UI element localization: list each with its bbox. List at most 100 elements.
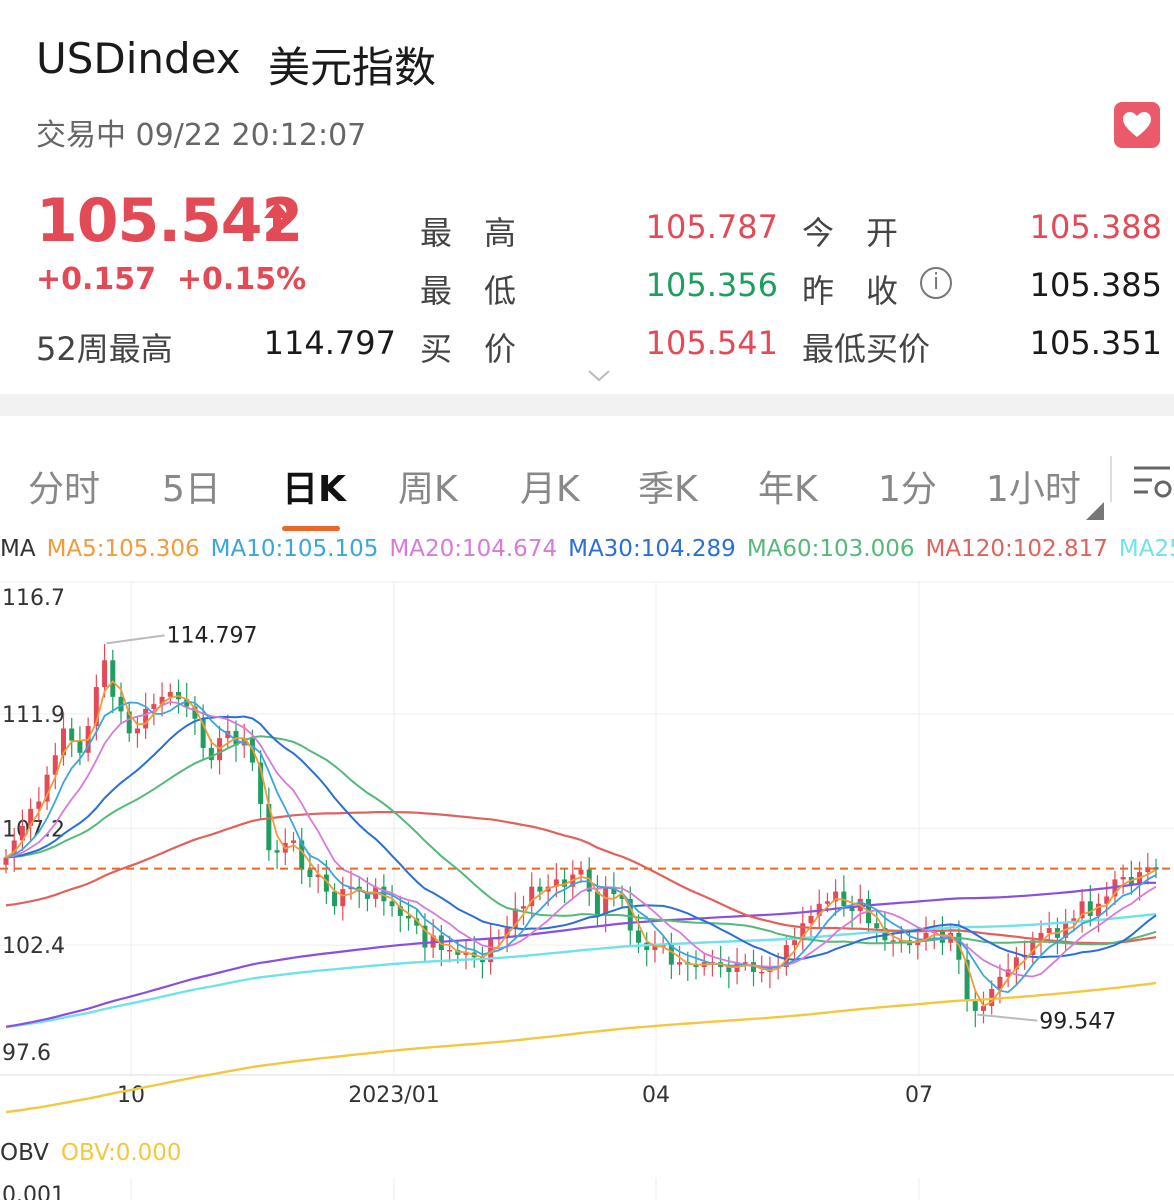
candle-body-18 (151, 704, 157, 709)
favorite-button[interactable] (1114, 102, 1160, 148)
info-icon[interactable]: i (920, 267, 952, 299)
candle-body-62 (512, 908, 518, 929)
candle-body-67 (553, 879, 559, 887)
chart-settings-icon[interactable] (1130, 462, 1174, 502)
candle-body-24 (200, 718, 206, 748)
candle-body-120 (989, 988, 995, 1007)
ma-legend: MA MA5:105.306 MA10:105.105 MA20:104.674 MA3… (0, 536, 1174, 562)
ma-legend-item-3: MA30:104.289 (568, 536, 736, 562)
tab-4[interactable]: 月K (520, 469, 580, 510)
ma60-line (5, 735, 1157, 946)
candle-body-125 (1030, 940, 1036, 955)
candle-body-103 (849, 906, 855, 912)
prev-close-value: 105.385 (1029, 266, 1162, 304)
candle-body-84 (693, 964, 699, 968)
candle-body-23 (192, 706, 198, 719)
candle-body-11 (93, 687, 99, 727)
candle-body-50 (414, 918, 420, 926)
candle-body-92 (759, 971, 765, 974)
candle-body-51 (422, 925, 428, 948)
candle-body-9 (77, 740, 83, 753)
tab-5[interactable]: 季K (638, 469, 698, 510)
tab-separator (1110, 456, 1112, 502)
tab-0[interactable]: 分时 (28, 469, 101, 510)
candle-body-90 (742, 962, 748, 964)
candle-body-98 (808, 915, 814, 924)
candle-body-61 (504, 928, 510, 938)
candle-body-3 (28, 808, 34, 826)
candle-body-31 (258, 762, 264, 804)
candle-body-77 (636, 930, 641, 943)
candle-body-46 (381, 886, 387, 902)
candle-body-127 (1046, 928, 1052, 933)
price-change: +0.157 +0.15% (36, 262, 307, 297)
high-label: 最 高 (420, 214, 517, 252)
heart-icon (1123, 112, 1151, 137)
open-label: 今 开 (802, 214, 899, 252)
chevron-down-icon[interactable] (586, 368, 612, 384)
candle-body-70 (578, 869, 584, 875)
candle-body-39 (323, 874, 329, 892)
candle-body-38 (315, 874, 321, 877)
candle-body-82 (677, 962, 683, 965)
candle-body-49 (406, 915, 411, 919)
tab-8[interactable]: 1小时 (986, 469, 1081, 510)
tab-1[interactable]: 5日 (162, 469, 221, 510)
candle-body-36 (299, 840, 305, 870)
candle-body-4 (36, 801, 42, 809)
candle-body-134 (1104, 896, 1110, 904)
candle-body-132 (1087, 901, 1093, 916)
ma-legend-item-4: MA60:103.006 (746, 536, 915, 562)
candle-body-1 (11, 840, 17, 858)
section-divider (0, 394, 1174, 416)
candle-body-106 (874, 923, 880, 929)
candle-body-118 (972, 1001, 978, 1011)
candle-body-54 (447, 950, 453, 952)
ma10-line (5, 700, 1157, 994)
x-tick-0: 10 (117, 1083, 145, 1108)
ma20-line (5, 700, 1157, 978)
candle-body-2 (19, 825, 25, 841)
candle-body-33 (274, 850, 280, 853)
candle-body-68 (562, 879, 568, 887)
candle-body-74 (611, 886, 617, 895)
dropdown-corner-icon (1086, 502, 1104, 520)
candle-body-14 (118, 696, 124, 712)
tab-3[interactable]: 周K (398, 469, 458, 510)
last-price: 105.542 (36, 186, 303, 256)
y-tick-3: 102.4 (2, 934, 65, 959)
candle-body-65 (537, 886, 543, 892)
candle-body-112 (923, 932, 929, 941)
candle-body-122 (1005, 969, 1011, 977)
candle-body-0 (3, 857, 9, 865)
candle-body-6 (52, 755, 58, 775)
y-tick-4: 97.6 (2, 1041, 51, 1066)
candle-body-12 (102, 660, 108, 688)
candle-body-5 (44, 774, 50, 802)
candle-body-81 (668, 945, 674, 965)
tab-6[interactable]: 年K (758, 469, 818, 510)
candle-body-40 (332, 891, 338, 907)
x-tick-1: 2023/01 (348, 1083, 439, 1108)
candle-body-117 (964, 959, 970, 1002)
candle-body-15 (126, 711, 132, 734)
candle-body-44 (364, 891, 370, 899)
ma-line-purple (5, 881, 1157, 1028)
tab-2[interactable]: 日K (282, 469, 346, 510)
candle-body-64 (529, 886, 535, 907)
annotation-low: 99.547 (1039, 1010, 1116, 1035)
candle-body-139 (1145, 867, 1151, 873)
candle-body-101 (833, 891, 839, 902)
candle-body-133 (1096, 903, 1101, 916)
candle-body-56 (463, 952, 469, 955)
candle-body-8 (69, 728, 75, 741)
annotation-high: 114.797 (167, 623, 258, 648)
bid-value: 105.541 (645, 324, 778, 362)
x-tick-2: 04 (642, 1083, 670, 1108)
candle-body-63 (521, 906, 526, 909)
x-tick-3: 07 (905, 1083, 933, 1108)
candle-body-35 (291, 840, 296, 843)
y-tick-1: 111.9 (2, 703, 65, 728)
tab-7[interactable]: 1分 (878, 469, 937, 510)
